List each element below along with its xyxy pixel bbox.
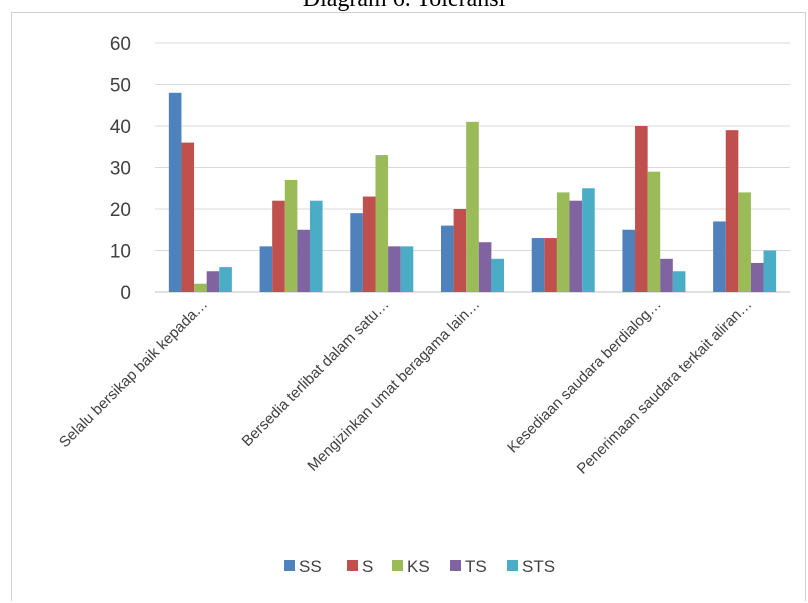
chart-frame [11,12,806,601]
bar-ks [647,171,661,292]
legend-label-sts: STS [522,557,555,576]
y-tick-label: 40 [110,117,131,138]
y-tick-label: 0 [120,283,131,304]
bar-ss [531,238,545,292]
legend-swatch-sts [507,560,518,571]
bar-s [362,196,376,292]
legend: SS S KS TS STS [284,557,555,576]
bar-sts [672,271,686,292]
bar-s [181,142,195,292]
bar-s [453,209,467,292]
x-category-label: Bersedia terlibat dalam satu… [239,296,393,450]
legend-label-ts: TS [465,557,487,576]
legend-label-s: S [362,557,373,576]
bar-ss [441,225,454,292]
y-tick-label: 50 [110,76,131,97]
bar-s [635,126,648,292]
bar-ts [388,246,401,292]
bar-sts [400,246,414,292]
bar-ts [297,229,310,292]
x-category-label: Kesediaan saudara berdialog… [504,296,665,457]
legend-swatch-s [347,560,358,571]
x-category-label: Selalu bersikap baik kepada… [56,296,211,451]
x-category-label: Mengizinkan umat beragama lain… [304,296,483,475]
bar-ts [478,242,492,292]
bar-ss [713,221,726,292]
bar-ks [556,192,570,292]
y-tick-label: 30 [110,159,131,180]
bar-sts [309,200,323,292]
bar-sts [491,258,504,292]
bar-ks [738,192,751,292]
legend-swatch-ts [450,560,461,571]
y-tick-label: 10 [110,242,131,263]
bar-sts [219,267,232,292]
y-tick-label: 20 [110,200,131,221]
bar-ts [660,258,673,292]
bar-s [272,200,285,292]
legend-label-ss: SS [299,557,322,576]
bar-ss [259,246,273,292]
legend-label-ks: KS [407,557,430,576]
bar-ts [206,271,220,292]
bar-s [725,130,739,292]
bar-ss [350,213,363,292]
y-tick-label: 60 [110,34,131,55]
bars [168,92,777,292]
bar-ks [466,121,479,292]
x-category-label: Penerimaan saudara terkait aliran… [574,296,756,478]
bar-s [544,238,557,292]
bar-ts [569,200,583,292]
bar-ks [284,179,298,292]
legend-swatch-ks [392,560,403,571]
bar-ts [750,262,764,292]
bar-sts [582,188,595,292]
bar-ss [622,229,636,292]
bar-ss [168,92,182,292]
chart-title: Diagram 6. Toleransi [0,0,808,13]
bar-ks [375,155,389,292]
bar-sts [763,250,777,292]
legend-swatch-ss [284,560,295,571]
bar-ks [194,283,207,292]
